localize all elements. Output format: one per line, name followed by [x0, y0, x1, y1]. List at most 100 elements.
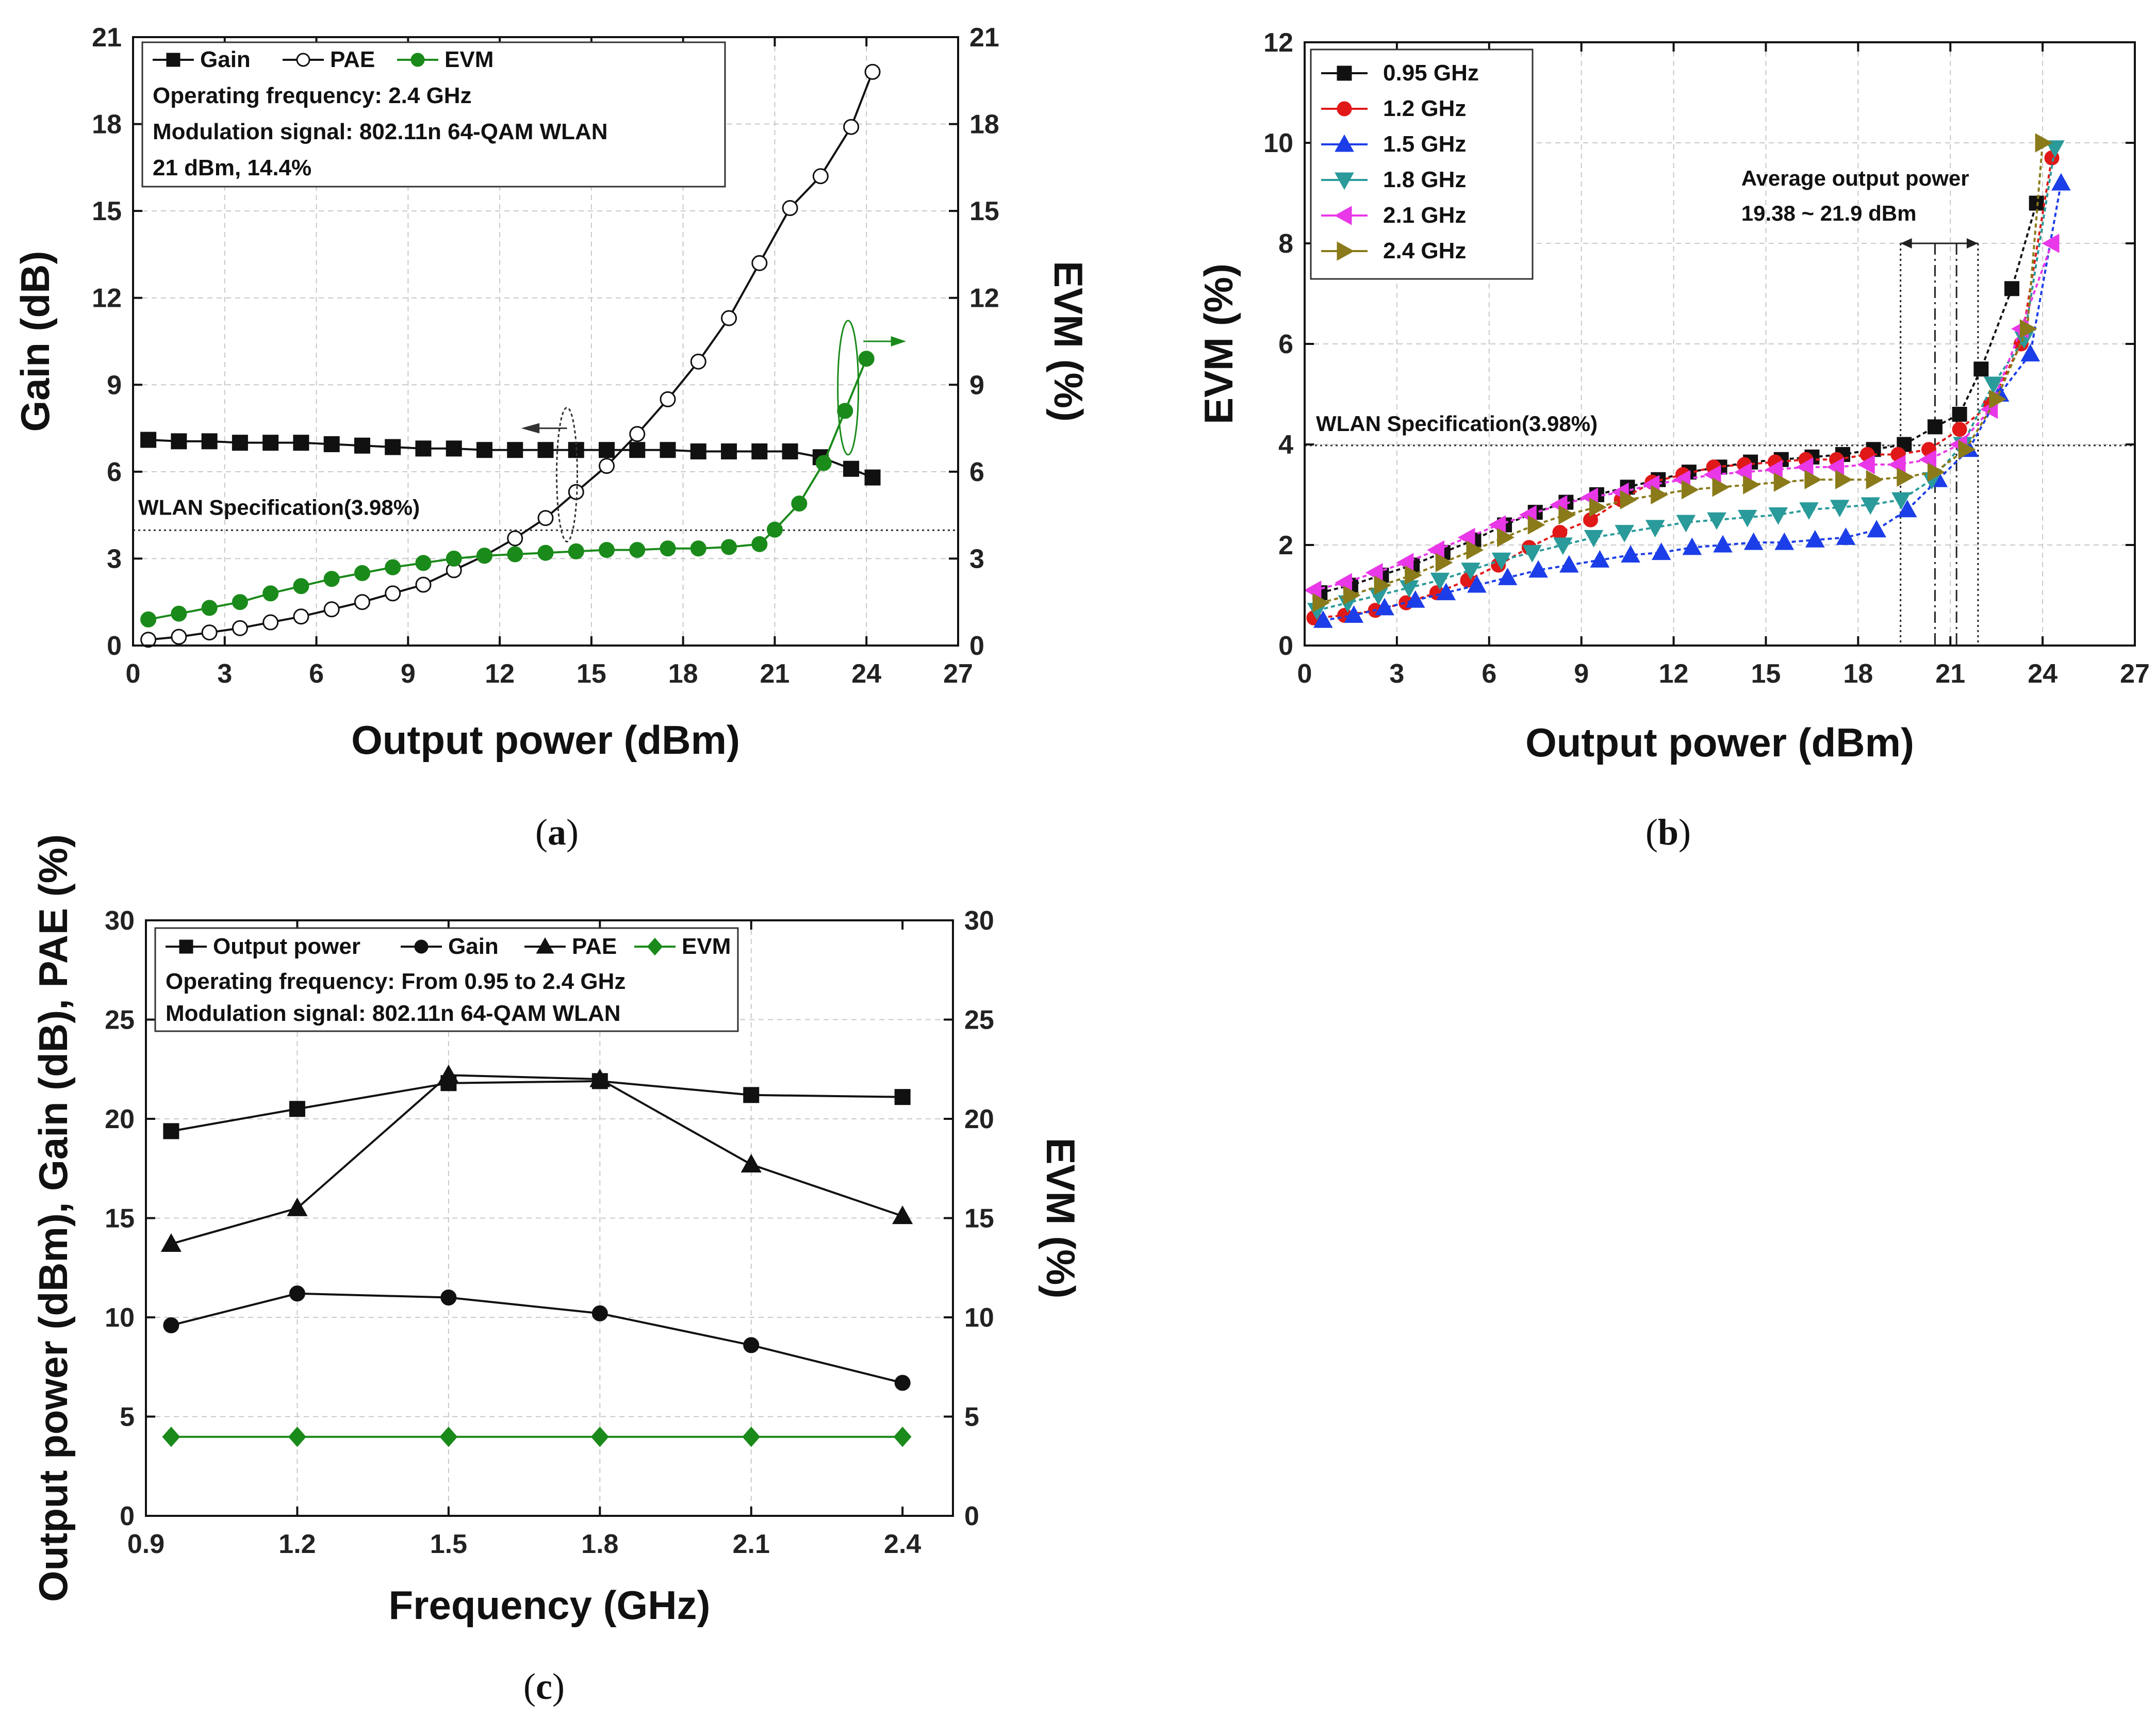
a-legend-marker-pae — [296, 53, 310, 67]
a-series-pae-point — [323, 601, 340, 618]
c-legend-marker-gain — [414, 939, 429, 954]
b-y-tick-label: 2 — [1278, 531, 1293, 560]
panel-c-x-axis-title: Frequency (GHz) — [388, 1582, 710, 1628]
c-legend-label-evm: EVM — [682, 934, 731, 959]
a-y2-tick-label: 18 — [969, 110, 999, 140]
c-y2-tick-label: 15 — [964, 1204, 994, 1234]
c-series-gain-point — [440, 1290, 457, 1305]
a-series-evm-point — [837, 403, 853, 419]
panel-c-legend: Output power Gain PAE EVM Operating frequenc… — [154, 927, 739, 1032]
b-series-1-5-ghz-point — [1621, 545, 1640, 563]
a-series-evm-point — [751, 536, 768, 552]
b-series-1-8-ghz-point — [2045, 140, 2065, 158]
a-series-pae-point — [415, 576, 432, 593]
a-series-gain-point — [354, 437, 370, 454]
b-y-tick-label: 8 — [1278, 229, 1293, 259]
a-series-pae-point — [864, 63, 881, 80]
c-series-output-power-point — [163, 1123, 179, 1139]
b-series-2-4-ghz-point — [1927, 462, 1945, 482]
b-range-arrowhead-right — [1966, 238, 1978, 249]
c-series-evm-point — [742, 1426, 761, 1447]
a-x-tick-label: 27 — [943, 659, 973, 689]
b-series-1-8-ghz-point — [1645, 520, 1665, 538]
a-series-gain-point — [537, 442, 554, 458]
b-series-1-8-ghz-point — [1430, 572, 1450, 590]
a-series-evm-point — [140, 611, 157, 627]
c-y2-tick-label: 10 — [964, 1303, 994, 1333]
c-series-evm-point — [162, 1426, 180, 1447]
c-series-pae-point — [287, 1197, 308, 1216]
c-series-output-power-point — [743, 1087, 760, 1103]
a-y2-tick-label: 3 — [969, 544, 984, 574]
c-x-tick-label: 2.4 — [884, 1529, 921, 1559]
b-series-1-5-ghz-point — [1743, 532, 1764, 550]
panel-a-spec-label: WLAN Specification(3.98%) — [138, 495, 420, 519]
b-series-1-5-ghz-point — [1651, 542, 1671, 560]
a-series-gain-point — [782, 443, 798, 460]
b-series-1-5-ghz-point — [1405, 590, 1425, 608]
a-series-gain-point — [232, 435, 248, 451]
panel-a-caption: (a) — [535, 812, 579, 853]
a-series-evm-point — [858, 351, 875, 367]
b-x-tick-label: 15 — [1751, 659, 1781, 689]
c-legend-label-gain: Gain — [448, 934, 499, 959]
a-series-pae-point — [171, 629, 187, 645]
b-legend-label-0-95-ghz: 0.95 GHz — [1383, 60, 1479, 86]
panel-a-plot-frame — [132, 36, 959, 647]
c-series-gain-point — [163, 1317, 179, 1333]
b-series-2-4-ghz-point — [1558, 505, 1576, 525]
c-x-tick-label: 1.5 — [430, 1529, 467, 1559]
a-series-evm-point — [171, 605, 187, 622]
b-x-tick-label: 6 — [1482, 659, 1496, 689]
c-y-tick-label: 10 — [105, 1303, 135, 1333]
svg-text:(a): (a) — [535, 812, 579, 853]
b-y-tick-label: 10 — [1263, 128, 1293, 158]
panel-c-ticks: 0.9 1.2 1.5 1.8 2.1 2.4 0 0 5 5 10 10 15 15 20 20 25 25 30… — [105, 906, 994, 1559]
b-series-2-4-ghz-point — [1435, 553, 1453, 572]
a-series-evm-point — [660, 540, 676, 557]
b-series-0-95-ghz-point — [2004, 281, 2019, 296]
b-series-2-4-ghz-point — [1835, 470, 1853, 490]
a-legend-marker-evm — [410, 53, 425, 67]
a-x-tick-label: 9 — [401, 659, 416, 689]
b-series-2-4-ghz-point — [2035, 133, 2053, 153]
a-series-gain-point — [507, 442, 523, 458]
b-series-1-5-ghz-point — [1528, 560, 1548, 578]
b-series-2-4-ghz-point — [1527, 515, 1545, 535]
a-series-evm-point — [537, 544, 554, 561]
b-series-1-8-ghz-point — [1491, 552, 1511, 570]
a-series-evm-point — [446, 550, 462, 567]
a-series-gain-point — [293, 435, 309, 451]
c-y2-tick-label: 20 — [964, 1104, 994, 1134]
c-series-gain-point — [743, 1337, 760, 1353]
a-x-tick-label: 3 — [217, 659, 232, 689]
b-series-2-4-ghz-point — [1589, 498, 1607, 517]
a-x-tick-label: 18 — [668, 659, 698, 689]
c-x-tick-label: 0.9 — [127, 1529, 164, 1559]
b-y-tick-label: 0 — [1278, 631, 1293, 661]
a-series-evm-point — [815, 455, 832, 471]
a-series-pae-point — [568, 484, 584, 500]
a-series-pae-point — [721, 310, 737, 326]
panel-b-annotation-title: Average output power — [1741, 166, 1969, 190]
b-series-2-4-ghz-point — [1989, 389, 2007, 409]
a-series-gain-point — [262, 435, 279, 451]
a-series-evm-point — [791, 495, 808, 512]
b-legend-marker-1-2-ghz — [1337, 101, 1352, 117]
b-series-2-4-ghz-point — [1620, 490, 1638, 510]
a-series-gain-point — [599, 442, 615, 458]
b-series-2-4-ghz-point — [1651, 485, 1669, 505]
b-series-2-4-ghz-point — [1497, 527, 1515, 548]
a-series-evm-point — [507, 546, 523, 563]
panel-b-y-axis-title: EVM (%) — [1196, 263, 1241, 424]
a-series-gain-point — [629, 442, 646, 458]
panel-b-x-axis-title: Output power (dBm) — [1525, 720, 1914, 765]
c-y2-tick-label: 0 — [964, 1501, 979, 1531]
b-series-2-4-ghz-point — [1804, 470, 1822, 490]
c-series-pae-point — [589, 1068, 611, 1087]
b-legend-box — [1310, 48, 1534, 280]
